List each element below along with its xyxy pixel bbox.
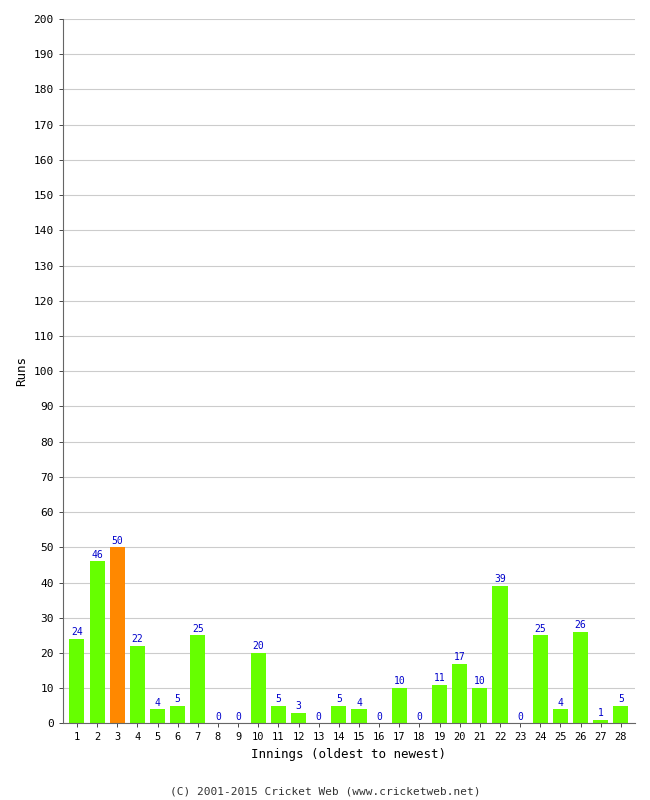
Text: 4: 4 bbox=[356, 698, 362, 707]
Text: 50: 50 bbox=[111, 535, 123, 546]
Text: 10: 10 bbox=[474, 677, 486, 686]
Bar bbox=[553, 710, 568, 723]
Bar bbox=[593, 720, 608, 723]
Text: 0: 0 bbox=[215, 712, 221, 722]
Bar bbox=[432, 685, 447, 723]
Bar bbox=[473, 688, 488, 723]
Text: 46: 46 bbox=[91, 550, 103, 560]
Bar bbox=[90, 562, 105, 723]
Text: 20: 20 bbox=[252, 642, 264, 651]
Text: 25: 25 bbox=[192, 624, 203, 634]
Bar bbox=[251, 653, 266, 723]
Text: 22: 22 bbox=[131, 634, 143, 644]
Text: 5: 5 bbox=[618, 694, 624, 704]
Text: 25: 25 bbox=[534, 624, 546, 634]
Bar bbox=[190, 635, 205, 723]
Bar bbox=[170, 706, 185, 723]
Bar bbox=[130, 646, 145, 723]
X-axis label: Innings (oldest to newest): Innings (oldest to newest) bbox=[252, 748, 447, 761]
Text: 5: 5 bbox=[276, 694, 281, 704]
Text: 0: 0 bbox=[376, 712, 382, 722]
Bar bbox=[493, 586, 508, 723]
Text: 5: 5 bbox=[175, 694, 181, 704]
Bar bbox=[533, 635, 548, 723]
Text: 4: 4 bbox=[558, 698, 564, 707]
Text: 4: 4 bbox=[155, 698, 161, 707]
Text: 0: 0 bbox=[235, 712, 241, 722]
Bar bbox=[452, 663, 467, 723]
Bar bbox=[573, 632, 588, 723]
Bar bbox=[110, 547, 125, 723]
Text: (C) 2001-2015 Cricket Web (www.cricketweb.net): (C) 2001-2015 Cricket Web (www.cricketwe… bbox=[170, 786, 480, 796]
Bar bbox=[392, 688, 407, 723]
Text: 26: 26 bbox=[575, 620, 586, 630]
Text: 0: 0 bbox=[417, 712, 423, 722]
Bar bbox=[70, 639, 84, 723]
Text: 0: 0 bbox=[517, 712, 523, 722]
Text: 10: 10 bbox=[393, 677, 405, 686]
Text: 17: 17 bbox=[454, 652, 465, 662]
Bar bbox=[614, 706, 629, 723]
Text: 1: 1 bbox=[598, 708, 604, 718]
Bar bbox=[332, 706, 346, 723]
Text: 11: 11 bbox=[434, 673, 445, 683]
Text: 5: 5 bbox=[336, 694, 342, 704]
Bar bbox=[291, 713, 306, 723]
Y-axis label: Runs: Runs bbox=[15, 356, 28, 386]
Text: 39: 39 bbox=[494, 574, 506, 584]
Text: 3: 3 bbox=[296, 701, 302, 711]
Text: 0: 0 bbox=[316, 712, 322, 722]
Bar bbox=[271, 706, 286, 723]
Bar bbox=[352, 710, 367, 723]
Bar bbox=[150, 710, 165, 723]
Text: 24: 24 bbox=[71, 627, 83, 637]
